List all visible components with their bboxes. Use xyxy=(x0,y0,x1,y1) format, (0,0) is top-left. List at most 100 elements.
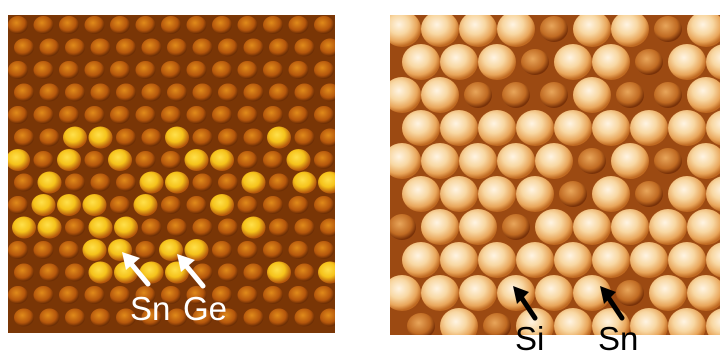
atom xyxy=(592,44,630,80)
atom xyxy=(314,151,334,169)
atom xyxy=(167,218,187,237)
atom xyxy=(668,242,706,278)
atom xyxy=(402,176,440,212)
atom xyxy=(59,61,79,79)
atom xyxy=(135,16,156,34)
atom xyxy=(59,241,79,259)
atom xyxy=(161,106,181,124)
atom xyxy=(263,151,283,169)
bright-atom xyxy=(159,239,183,261)
atom xyxy=(269,83,289,102)
atom xyxy=(243,38,264,57)
atom xyxy=(135,151,156,169)
atom xyxy=(554,44,592,80)
atom xyxy=(294,83,315,102)
atom xyxy=(263,106,283,124)
atom xyxy=(8,241,28,259)
atom xyxy=(535,209,573,245)
atom xyxy=(39,308,60,327)
atom xyxy=(39,128,60,147)
atom xyxy=(630,308,668,335)
atom xyxy=(59,16,79,34)
atom xyxy=(668,44,706,80)
atom xyxy=(110,196,130,214)
bright-atom xyxy=(63,126,87,149)
si-label: Si xyxy=(515,320,545,357)
atom xyxy=(554,308,592,335)
atom xyxy=(497,15,535,47)
atom xyxy=(39,263,60,282)
atom xyxy=(497,143,535,179)
atom xyxy=(668,110,706,146)
atom xyxy=(516,176,554,212)
bright-atom xyxy=(318,261,335,284)
atom xyxy=(687,209,720,245)
atom xyxy=(90,173,111,192)
atom xyxy=(141,128,162,147)
atom xyxy=(192,173,213,192)
bright-atom xyxy=(82,239,107,261)
atom xyxy=(314,16,334,34)
atom xyxy=(8,286,28,304)
atom xyxy=(421,275,459,311)
dim-atom xyxy=(654,16,682,42)
atom xyxy=(320,128,335,147)
atom xyxy=(263,16,283,34)
atom xyxy=(90,83,111,102)
bright-atom xyxy=(267,126,291,149)
atom xyxy=(288,16,309,34)
sn-label: Sn xyxy=(130,290,171,327)
bright-atom xyxy=(210,149,234,171)
atom xyxy=(630,242,668,278)
atom xyxy=(141,83,162,102)
atom xyxy=(630,110,668,146)
atom xyxy=(65,38,85,57)
atom xyxy=(110,106,130,124)
atom xyxy=(33,241,54,259)
atom xyxy=(237,196,258,214)
bright-atom xyxy=(184,149,209,171)
atom xyxy=(459,15,497,47)
atom xyxy=(167,308,187,327)
atom xyxy=(294,128,315,147)
atom xyxy=(421,209,459,245)
atom xyxy=(440,176,478,212)
atom xyxy=(320,218,335,237)
atom xyxy=(116,83,136,102)
atom xyxy=(33,61,54,79)
bright-atom xyxy=(318,171,335,194)
atom xyxy=(390,15,421,47)
atom xyxy=(459,143,497,179)
atom xyxy=(402,242,440,278)
atom xyxy=(141,218,162,237)
bright-atom xyxy=(88,216,113,239)
atom xyxy=(65,83,85,102)
atom xyxy=(320,83,335,102)
atom xyxy=(33,106,54,124)
dim-atom xyxy=(578,148,606,174)
atom xyxy=(186,16,207,34)
atom xyxy=(243,128,264,147)
sn-label-right: Sn xyxy=(598,320,639,357)
atom xyxy=(84,61,105,79)
atom xyxy=(186,196,207,214)
atom xyxy=(65,263,85,282)
atom xyxy=(90,38,111,57)
sn-arrow-icon xyxy=(122,252,151,287)
atom xyxy=(573,209,611,245)
atom xyxy=(218,218,238,237)
bright-atom xyxy=(88,126,113,149)
atom xyxy=(110,61,130,79)
atom xyxy=(192,38,213,57)
atom xyxy=(8,196,28,214)
atom xyxy=(440,242,478,278)
atom xyxy=(320,38,335,57)
atom xyxy=(65,218,85,237)
atom xyxy=(59,286,79,304)
atom xyxy=(314,106,334,124)
atom xyxy=(314,196,334,214)
bright-atom xyxy=(8,149,30,171)
atom xyxy=(218,263,238,282)
atom xyxy=(592,242,630,278)
bright-atom xyxy=(114,216,138,239)
